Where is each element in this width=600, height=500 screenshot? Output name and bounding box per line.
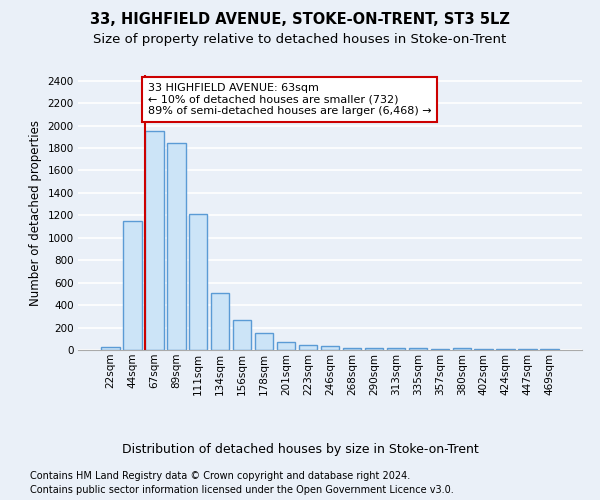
- Text: 33, HIGHFIELD AVENUE, STOKE-ON-TRENT, ST3 5LZ: 33, HIGHFIELD AVENUE, STOKE-ON-TRENT, ST…: [90, 12, 510, 28]
- Bar: [145, 131, 164, 350]
- Bar: [277, 342, 295, 350]
- Text: Contains public sector information licensed under the Open Government Licence v3: Contains public sector information licen…: [30, 485, 454, 495]
- Bar: [101, 346, 119, 350]
- Bar: [365, 348, 383, 350]
- Bar: [452, 348, 471, 350]
- Bar: [320, 346, 340, 350]
- Text: Size of property relative to detached houses in Stoke-on-Trent: Size of property relative to detached ho…: [94, 32, 506, 46]
- Bar: [475, 349, 493, 350]
- Bar: [386, 348, 405, 350]
- Bar: [299, 344, 317, 350]
- Bar: [211, 293, 229, 350]
- Text: Contains HM Land Registry data © Crown copyright and database right 2024.: Contains HM Land Registry data © Crown c…: [30, 471, 410, 481]
- Bar: [167, 144, 185, 350]
- Bar: [255, 332, 274, 350]
- Bar: [189, 214, 208, 350]
- Y-axis label: Number of detached properties: Number of detached properties: [29, 120, 42, 306]
- Bar: [343, 348, 361, 350]
- Bar: [233, 320, 251, 350]
- Text: 33 HIGHFIELD AVENUE: 63sqm
← 10% of detached houses are smaller (732)
89% of sem: 33 HIGHFIELD AVENUE: 63sqm ← 10% of deta…: [148, 83, 431, 116]
- Bar: [123, 221, 142, 350]
- Bar: [409, 348, 427, 350]
- Text: Distribution of detached houses by size in Stoke-on-Trent: Distribution of detached houses by size …: [122, 442, 478, 456]
- Bar: [431, 348, 449, 350]
